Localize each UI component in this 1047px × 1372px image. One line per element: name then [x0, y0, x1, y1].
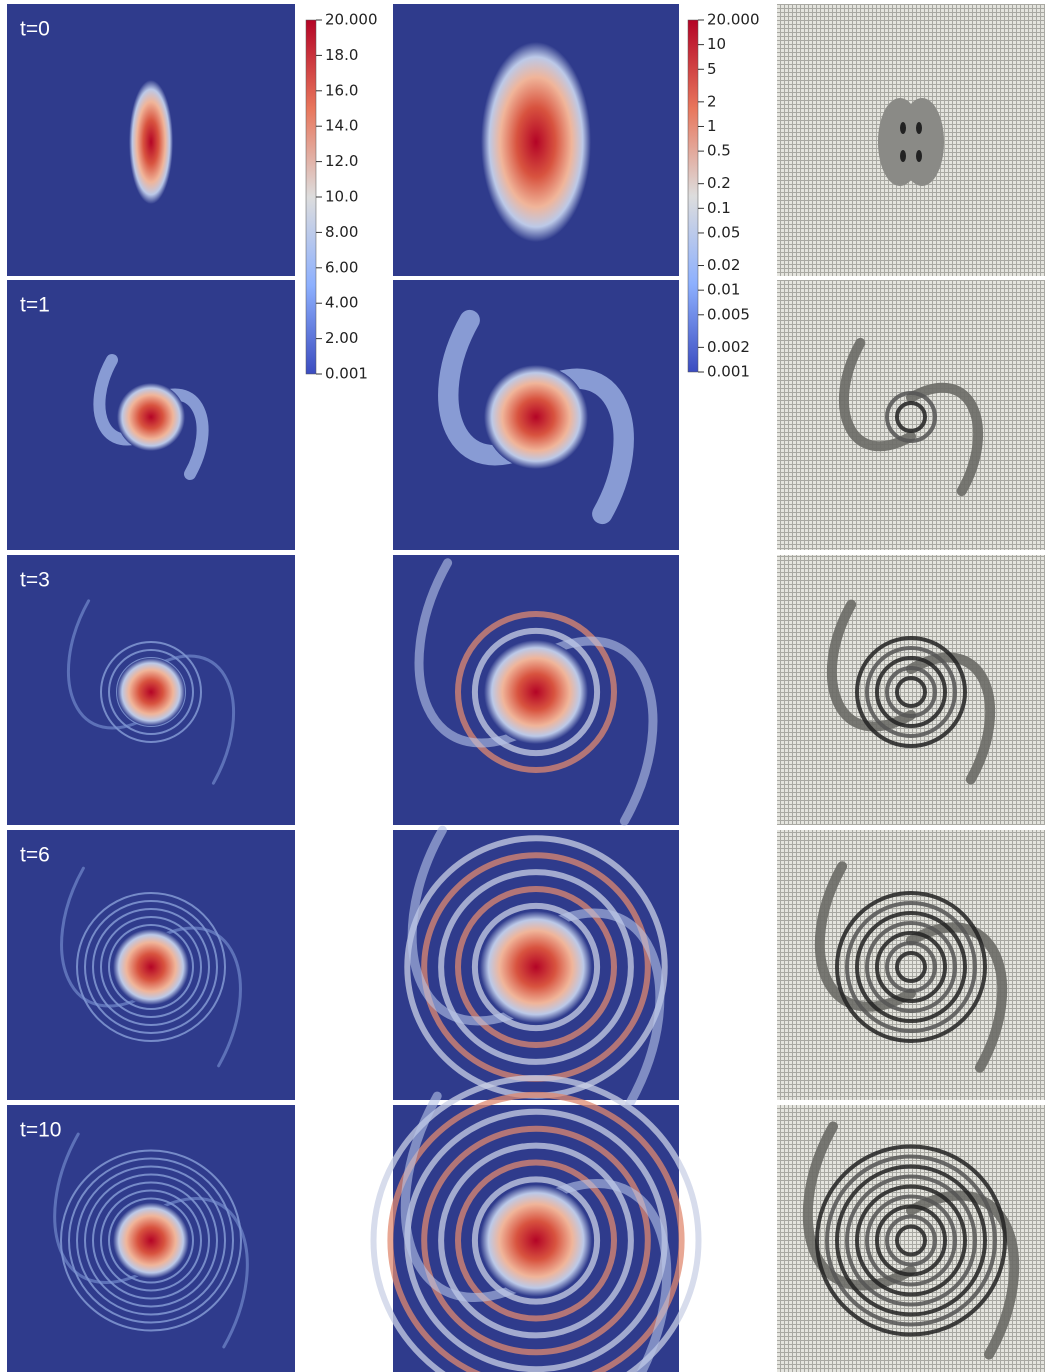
colorbar-tick-label: 10.0	[325, 188, 358, 206]
colorbar-tick-label: 8.00	[325, 223, 358, 241]
panel-background	[777, 280, 1045, 550]
colorbar-tick-label: 0.001	[707, 363, 750, 381]
panel	[777, 4, 1045, 276]
colorbar-tick-label: 0.05	[707, 223, 740, 241]
colorbar-tick-label: 0.5	[707, 142, 731, 160]
figure: t=0t=1t=3t=6t=1020.00018.016.014.012.010…	[0, 0, 1047, 1372]
panel	[393, 280, 679, 550]
colorbar-tick-label: 16.0	[325, 81, 358, 99]
colorbar-tick-label: 4.00	[325, 294, 358, 312]
colorbar-tick-label: 0.005	[707, 305, 750, 323]
colorbar-tick-label: 12.0	[325, 152, 358, 170]
refined-mesh	[900, 98, 944, 186]
panel	[777, 1105, 1045, 1372]
panel	[7, 4, 295, 276]
colorbar-tick-label: 0.02	[707, 256, 740, 274]
colorbar-tick-label: 10	[707, 35, 726, 53]
time-label: t=1	[20, 294, 50, 317]
colorbar-tick-label: 0.002	[707, 338, 750, 356]
panel-background	[777, 555, 1045, 825]
panel	[777, 555, 1045, 825]
colorbar-tick-label: 20.000	[325, 11, 378, 29]
density-blob	[484, 365, 588, 469]
colorbar-tick-label: 20.000	[707, 11, 760, 29]
panel	[393, 555, 679, 825]
colorbar	[688, 20, 698, 372]
colorbar-tick-label: 1	[707, 117, 717, 135]
density-blob	[129, 80, 173, 204]
panel	[7, 1105, 295, 1372]
density-blob	[480, 911, 592, 1023]
density-blob	[113, 929, 189, 1005]
colorbar-tick-label: 18.0	[325, 46, 358, 64]
panel	[777, 830, 1045, 1100]
time-label: t=3	[20, 569, 50, 592]
panel	[374, 1078, 699, 1372]
panel	[7, 830, 295, 1100]
time-label: t=0	[20, 18, 50, 41]
density-blob	[117, 383, 185, 451]
time-label: t=6	[20, 844, 50, 867]
panel	[393, 830, 679, 1104]
panel	[7, 555, 295, 825]
panel	[777, 280, 1045, 550]
density-blob	[484, 640, 588, 744]
refined-mesh	[900, 122, 906, 134]
density-blob	[480, 1185, 592, 1297]
colorbar-tick-label: 0.001	[325, 365, 368, 383]
refined-mesh	[900, 150, 906, 162]
refined-mesh	[916, 122, 922, 134]
colorbar-tick-label: 0.1	[707, 199, 731, 217]
panel	[7, 280, 295, 550]
colorbar-tick-label: 0.01	[707, 281, 740, 299]
density-blob	[113, 1203, 189, 1279]
colorbar-tick-label: 0.2	[707, 174, 731, 192]
density-blob	[481, 42, 591, 242]
density-blob	[117, 658, 185, 726]
colorbar-tick-label: 2	[707, 92, 717, 110]
panel	[393, 4, 679, 276]
colorbar-tick-label: 6.00	[325, 258, 358, 276]
colorbar-tick-label: 5	[707, 60, 717, 78]
colorbar-tick-label: 2.00	[325, 329, 358, 347]
refined-mesh	[916, 150, 922, 162]
colorbar-tick-label: 14.0	[325, 117, 358, 135]
colorbar	[306, 20, 316, 374]
time-label: t=10	[20, 1119, 61, 1142]
